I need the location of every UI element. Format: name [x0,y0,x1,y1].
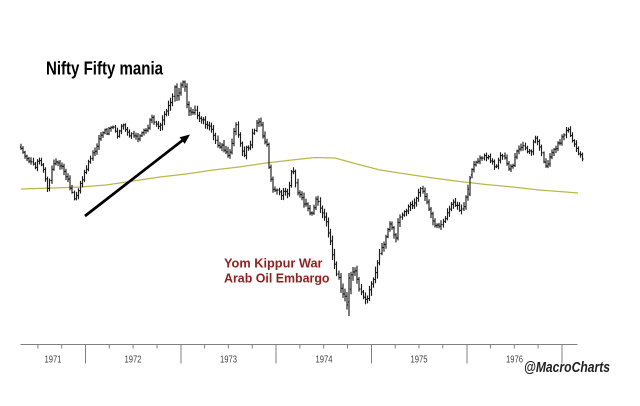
svg-text:1974: 1974 [316,354,333,366]
svg-text:Nifty Fifty mania: Nifty Fifty mania [46,58,164,79]
svg-text:1971: 1971 [45,354,62,366]
svg-text:1975: 1975 [411,354,428,366]
svg-text:1976: 1976 [506,354,523,366]
svg-text:@MacroCharts: @MacroCharts [524,360,610,376]
svg-text:Arab Oil Embargo: Arab Oil Embargo [224,271,330,286]
svg-text:1973: 1973 [220,354,237,366]
svg-text:1972: 1972 [125,354,142,366]
svg-text:Yom Kippur War: Yom Kippur War [224,256,323,271]
